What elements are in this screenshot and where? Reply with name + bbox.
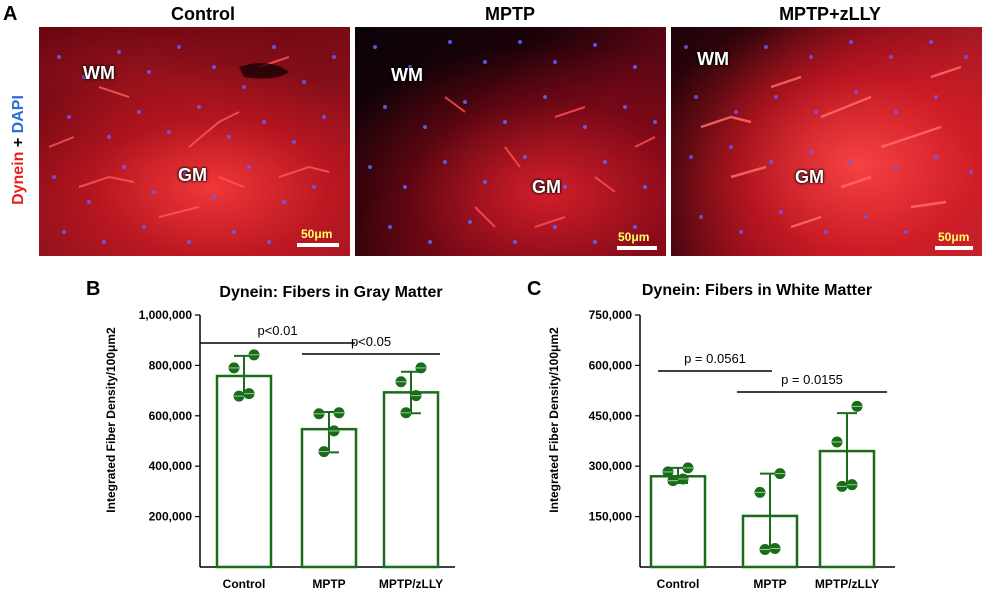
micrograph-texture-mptp — [368, 40, 657, 244]
scale-bar-control — [297, 243, 339, 247]
gm-label-mptp-zlly: GM — [795, 167, 824, 187]
scale-label-mptp-zlly: 50μm — [938, 230, 970, 244]
y-tick-label: 750,000 — [589, 308, 633, 322]
panel-a-letter: A — [3, 3, 18, 25]
panel-b-letter: B — [86, 278, 101, 300]
x-tick-label: Control — [223, 577, 266, 591]
stain-legend-label: Dynein + DAPI — [10, 76, 28, 224]
bar — [215, 374, 273, 569]
x-tick-label: MPTP — [312, 577, 345, 591]
p-value-label: p<0.01 — [257, 323, 297, 338]
chart-white-matter: Dynein: Fibers in White Matter Integrate… — [547, 282, 895, 591]
chart-title: Dynein: Fibers in Gray Matter — [219, 284, 442, 301]
gm-label-mptp: GM — [532, 177, 561, 197]
p-value-label: p = 0.0561 — [684, 351, 746, 366]
p-value-label: p<0.05 — [351, 334, 391, 349]
bar — [382, 391, 440, 569]
micrograph-texture-control — [48, 45, 336, 244]
y-tick-label: 200,000 — [149, 510, 193, 524]
micrograph-control: WM GM 50μm — [39, 27, 350, 256]
dapi-label: DAPI — [10, 95, 27, 134]
scale-bar-mptp — [617, 246, 657, 250]
col-title-control: Control — [171, 4, 235, 24]
y-tick-label: 800,000 — [149, 358, 193, 372]
y-tick-label: 600,000 — [589, 358, 633, 372]
micrograph-mptp-zlly: WM GM 50μm — [671, 27, 982, 256]
x-tick-label: MPTP/zLLY — [379, 577, 443, 591]
x-tick-label: MPTP — [753, 577, 786, 591]
p-value-label: p = 0.0155 — [781, 372, 843, 387]
y-tick-label: 1,000,000 — [139, 308, 193, 322]
wm-label-mptp-zlly: WM — [697, 49, 729, 69]
bar — [649, 475, 707, 569]
y-tick-label: 400,000 — [149, 459, 193, 473]
y-axis-label: Integrated Fiber Density/100μm2 — [104, 327, 118, 513]
wm-label-mptp: WM — [391, 65, 423, 85]
y-tick-label: 300,000 — [589, 459, 633, 473]
y-tick-label: 150,000 — [589, 510, 633, 524]
micrograph-texture-mptp-zlly — [684, 40, 973, 234]
col-title-mptp-zlly: MPTP+zLLY — [779, 4, 881, 24]
panel-c-letter: C — [527, 278, 542, 300]
dynein-label: Dynein — [10, 151, 27, 205]
x-tick-label: Control — [657, 577, 700, 591]
micrograph-mptp: WM GM 50μm — [355, 27, 666, 256]
x-tick-label: MPTP/zLLY — [815, 577, 879, 591]
plus-label: + — [10, 137, 27, 148]
scale-label-mptp: 50μm — [618, 230, 650, 244]
y-axis-label: Integrated Fiber Density/100μm2 — [547, 327, 561, 513]
col-title-mptp: MPTP — [484, 4, 535, 24]
chart-gray-matter: Dynein: Fibers in Gray Matter Integrated… — [104, 284, 455, 591]
gm-label-control: GM — [178, 165, 207, 185]
wm-label-control: WM — [83, 63, 115, 83]
scale-label-control: 50μm — [301, 227, 333, 241]
scale-bar-mptp-zlly — [935, 246, 973, 250]
y-tick-label: 600,000 — [149, 409, 193, 423]
chart-title: Dynein: Fibers in White Matter — [642, 282, 872, 299]
y-tick-label: 450,000 — [589, 409, 633, 423]
